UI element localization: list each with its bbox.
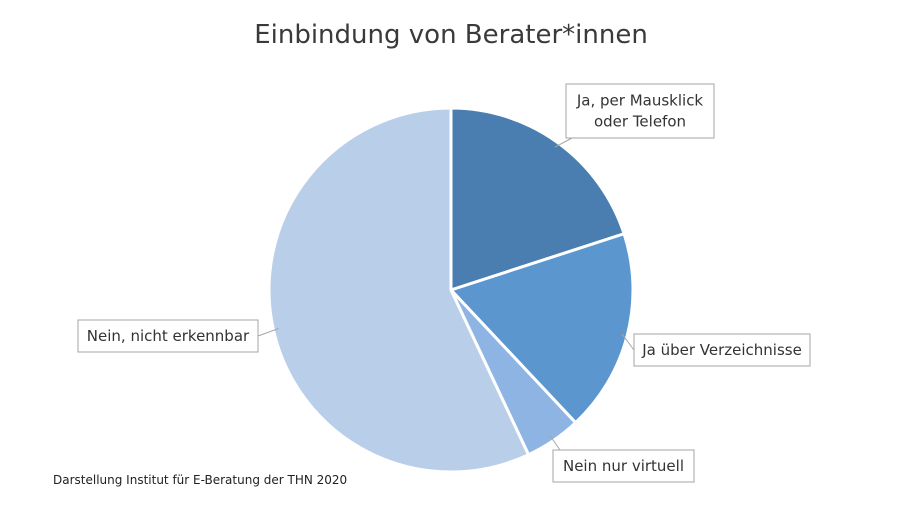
slice-labels: Ja, per Mausklick oder Telefon Ja über Ver… [77, 83, 811, 483]
leader-line [621, 333, 635, 351]
slice-label: Ja über Verzeichnisse [633, 333, 811, 367]
pie-slices [267, 106, 635, 474]
pie-slice [449, 106, 626, 293]
slice-label-text: Ja über Verzeichnisse [641, 341, 802, 359]
label-box [565, 83, 715, 139]
leader-line [554, 137, 573, 148]
leader-line [549, 435, 561, 451]
leader-line [257, 328, 279, 337]
slice-label: Ja, per Mausklick oder Telefon [565, 83, 715, 139]
leader-lines [257, 137, 635, 451]
label-box [77, 319, 259, 353]
slice-label: Nein nur virtuell [552, 449, 695, 483]
slice-label-text: oder Telefon [594, 113, 686, 131]
slice-label-text: Ja, per Mausklick [576, 92, 704, 110]
pie-slice [267, 106, 531, 474]
slice-label: Nein, nicht erkennbar [77, 319, 259, 353]
source-note: Darstellung Institut für E-Beratung der … [53, 473, 348, 487]
label-box [552, 449, 695, 483]
pie-slice [448, 231, 635, 425]
chart-title: Einbindung von Berater*innen [254, 20, 648, 50]
label-box [633, 333, 811, 367]
slice-label-text: Nein nur virtuell [563, 457, 684, 475]
slice-label-text: Nein, nicht erkennbar [87, 327, 250, 345]
